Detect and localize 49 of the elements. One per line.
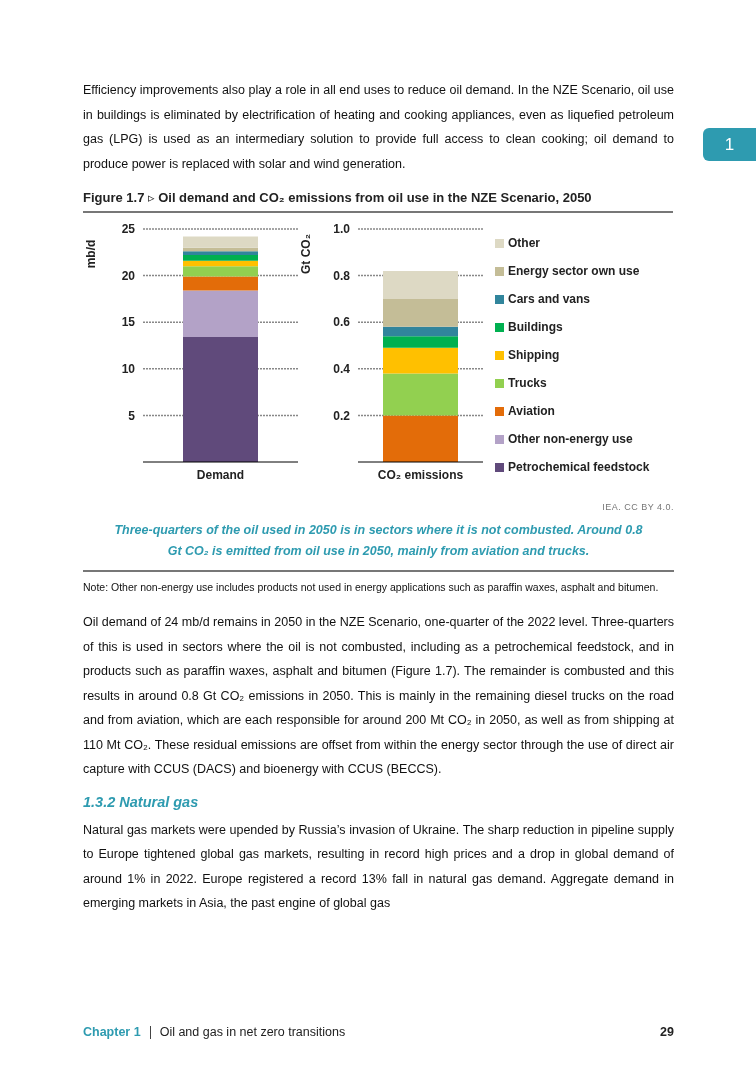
bar xyxy=(383,298,458,327)
text: 1.3.2 Natural gas xyxy=(83,793,200,810)
legend-label: Other xyxy=(508,236,541,250)
legend-label: Cars and vans xyxy=(508,292,591,306)
legend-label: Aviation xyxy=(508,404,555,418)
text: Efficiency improvements also play a role in all end uses to reduce oil demand. In the NZE Scenario, oil use in buildings is eliminated by electrification of heating and cooking appliances, even as liquefied petroleum gas (LPG) is used as an intermediary solution to provide full access to clean cooking; oil demand to produce power is replaced with solar and wind generation. xyxy=(83,82,674,173)
text: Oil demand of 24 mb/d remains in 2050 in the NZE Scenario, one-quarter of the 2022 level. Three-quarters of this is used in sectors where the oil is not combusted, including as a petrochemical feedstock, and in products such as paraffin waxes, asphalt and bitumen (Figure 1.7). The remainder is combusted and this results in around 0.8 Gt CO₂ emissions in 2050. This is mainly in the remaining diesel trucks on the road and from aviation, which are each responsible for around 200 Mt CO₂ in 2050, as well as from shipping at 110 Mt CO₂. These residual emissions are offset from within the energy sector through the use of direct air capture with CCUS (DACS) and bioenergy with CCUS (BECCS). xyxy=(83,614,674,778)
y-axis-title: mb/d xyxy=(84,239,98,269)
bar xyxy=(183,337,258,462)
y-axis-title: Gt CO₂ xyxy=(299,234,313,274)
bar xyxy=(383,336,458,348)
bar xyxy=(383,326,458,337)
x-tick-label: CO₂ emissions xyxy=(377,467,464,482)
y-tick-label: 20 xyxy=(121,268,136,283)
y-tick-label: 0.6 xyxy=(333,315,351,330)
y-tick-label: 0.2 xyxy=(333,408,351,423)
bar xyxy=(183,266,258,277)
text: IEA. CC BY 4.0. xyxy=(601,502,674,512)
text: Figure 1.7 ▹ Oil demand and CO₂ emissions from oil use in the NZE Scenario, 2050 xyxy=(83,190,673,213)
x-tick-label: Demand xyxy=(196,467,245,482)
y-tick-label: 1.0 xyxy=(333,222,351,237)
text: Chapter 1 xyxy=(83,1025,141,1039)
legend-label: Shipping xyxy=(508,348,560,362)
y-tick-label: 10 xyxy=(121,362,136,377)
y-tick-label: 5 xyxy=(128,408,136,423)
legend-label: Buildings xyxy=(508,320,563,334)
legend-label: Trucks xyxy=(508,376,547,390)
text: Oil and gas in net zero transitions xyxy=(159,1025,346,1039)
bar xyxy=(183,290,258,338)
y-tick-label: 0.8 xyxy=(333,268,351,283)
text: Natural gas markets were upended by Russia’s invasion of Ukraine. The sharp reduction in pipeline supply to Europe tightened global gas markets, resulting in record high prices and a drop in global demand of around 1% in 2022. Europe registered a record 13% fall in natural gas demand. Aggregate demand in emerging markets in Asia, the past engine of global gas xyxy=(83,821,674,912)
bar xyxy=(183,251,258,256)
legend-label: Petrochemical feedstock xyxy=(508,460,650,474)
bar xyxy=(183,236,258,248)
bar xyxy=(383,270,458,299)
legend-label: Energy sector own use xyxy=(508,264,640,278)
bar xyxy=(183,255,258,261)
y-tick-label: 15 xyxy=(121,315,136,330)
bar xyxy=(383,415,458,462)
text: 29 xyxy=(660,1025,674,1039)
bar xyxy=(383,373,458,416)
bar xyxy=(383,347,458,374)
legend-label: Other non-energy use xyxy=(508,432,633,446)
y-tick-label: 25 xyxy=(121,222,136,237)
y-tick-label: 0.4 xyxy=(333,362,351,377)
bar xyxy=(183,276,258,291)
text: Three-quarters of the oil used in 2050 is in sectors where it is not combusted. Around 0.8 Gt CO₂ is emitted from oil use in 2050, mainly from aviation and trucks. xyxy=(113,522,644,560)
text: 1 xyxy=(703,128,756,161)
text: Note: Other non-energy use includes products not used in energy applications such as paraffin waxes, asphalt and bitumen. xyxy=(83,570,674,596)
